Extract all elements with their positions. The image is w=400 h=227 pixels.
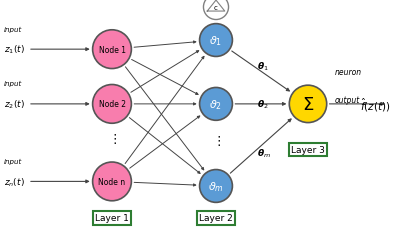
Ellipse shape xyxy=(200,170,232,202)
Ellipse shape xyxy=(200,88,232,121)
Text: $\vartheta_2$: $\vartheta_2$ xyxy=(210,98,222,111)
Ellipse shape xyxy=(93,85,131,124)
Ellipse shape xyxy=(93,162,131,201)
Ellipse shape xyxy=(204,0,228,20)
Text: $\vdots$: $\vdots$ xyxy=(108,131,116,146)
Ellipse shape xyxy=(200,25,232,57)
Text: $\vartheta_m$: $\vartheta_m$ xyxy=(208,179,224,193)
Text: $\vdots$: $\vdots$ xyxy=(212,134,220,148)
Text: input: input xyxy=(4,81,22,87)
Text: $\hat{f}(z(t))$: $\hat{f}(z(t))$ xyxy=(360,96,390,113)
Text: Node 1: Node 1 xyxy=(98,45,126,54)
Text: $\boldsymbol{\theta}_1$: $\boldsymbol{\theta}_1$ xyxy=(257,60,268,72)
Text: c: c xyxy=(214,5,218,11)
Text: Layer 2: Layer 2 xyxy=(199,213,233,222)
Text: Node 2: Node 2 xyxy=(98,100,126,109)
Text: $z_n(t)$: $z_n(t)$ xyxy=(4,175,25,188)
Text: $\vartheta_1$: $\vartheta_1$ xyxy=(210,34,222,48)
Ellipse shape xyxy=(289,86,327,123)
Ellipse shape xyxy=(93,31,131,69)
Text: $\boldsymbol{\theta}_2$: $\boldsymbol{\theta}_2$ xyxy=(257,98,268,111)
Text: neuron: neuron xyxy=(335,68,362,77)
Text: Layer 3: Layer 3 xyxy=(291,145,325,154)
Text: $\Sigma$: $\Sigma$ xyxy=(302,96,314,113)
Text: $z_2(t)$: $z_2(t)$ xyxy=(4,98,25,111)
Text: $\boldsymbol{\theta}_m$: $\boldsymbol{\theta}_m$ xyxy=(257,147,271,160)
Text: input: input xyxy=(4,27,22,32)
Text: input: input xyxy=(4,158,22,164)
Text: Layer 1: Layer 1 xyxy=(95,213,129,222)
Text: Node n: Node n xyxy=(98,177,126,186)
Text: output: output xyxy=(335,95,360,104)
Text: $z_1(t)$: $z_1(t)$ xyxy=(4,44,25,56)
